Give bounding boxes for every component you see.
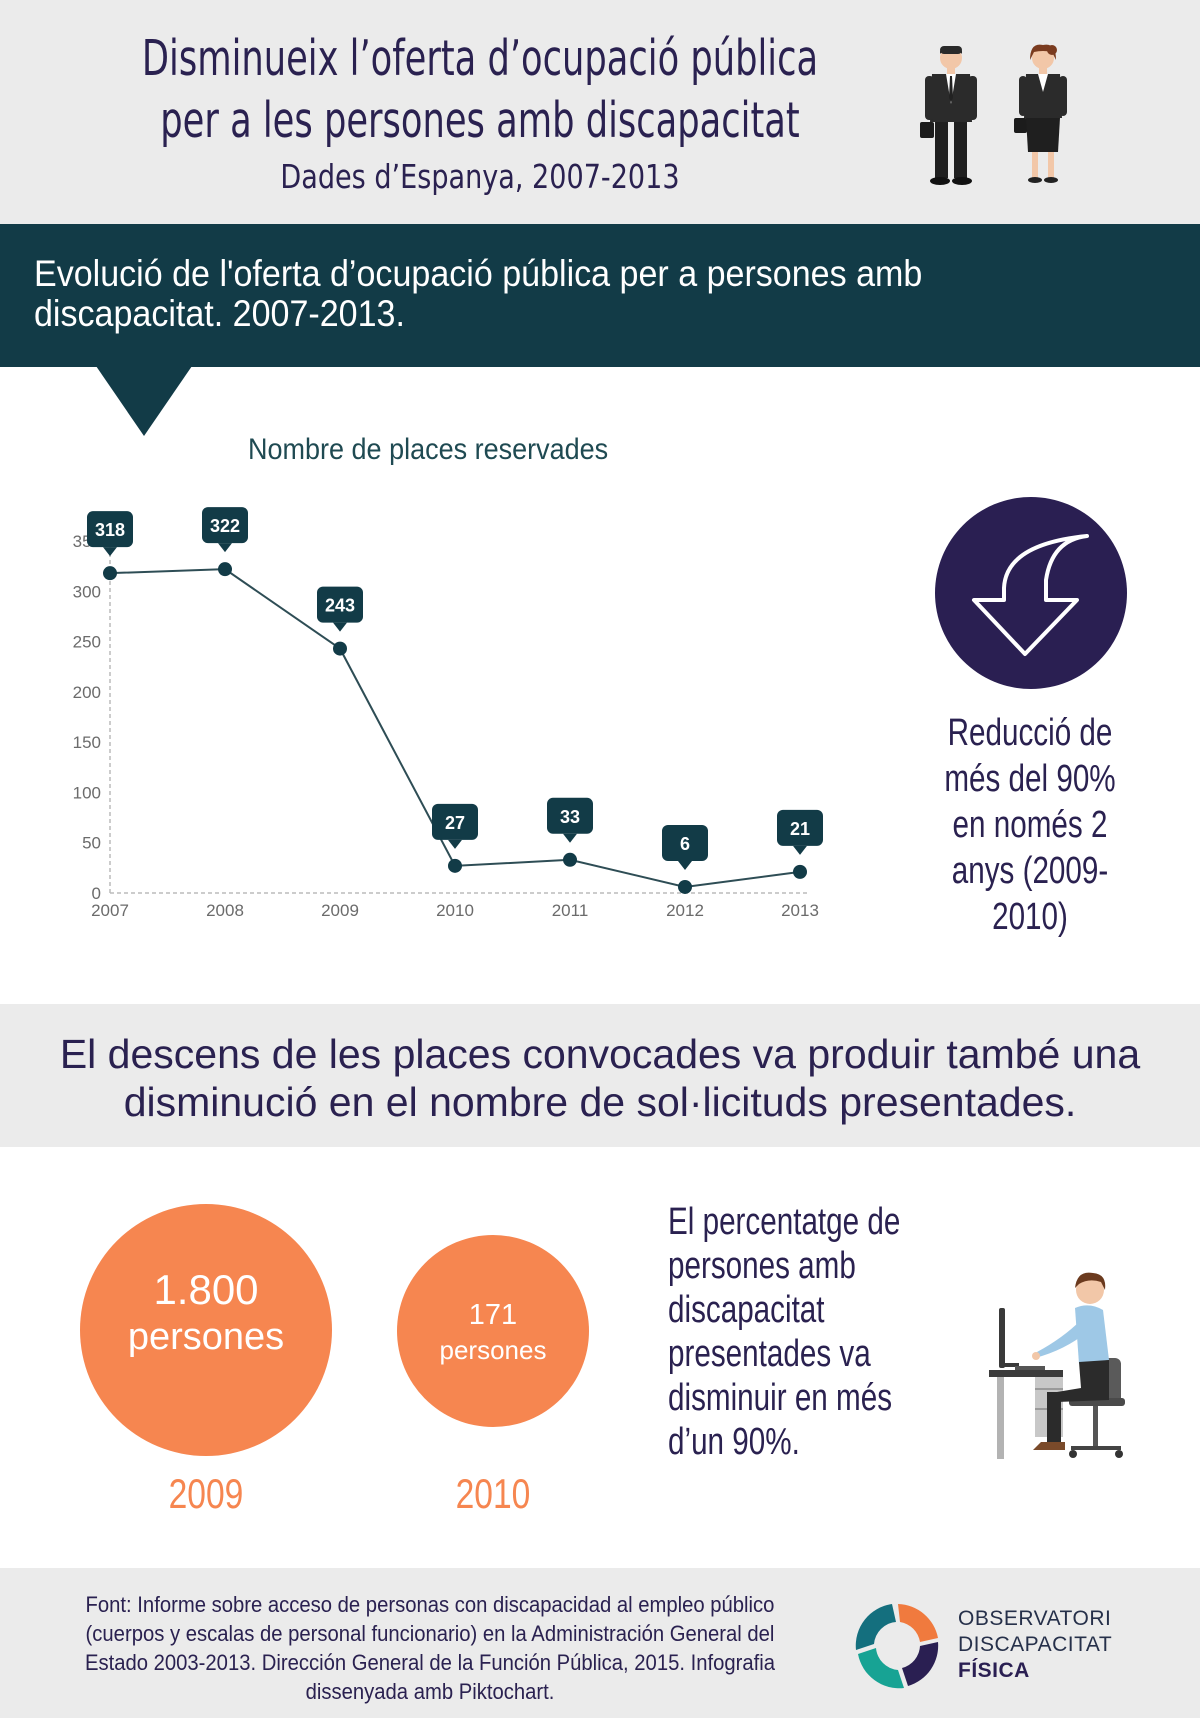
data-label-box	[202, 507, 248, 544]
data-point	[218, 562, 232, 577]
data-label-box	[432, 803, 478, 840]
x-tick-label: 2008	[206, 901, 244, 920]
data-label-pointer	[333, 622, 347, 632]
y-tick-label: 0	[92, 884, 101, 903]
bubble-2010-year: 2010	[455, 1470, 531, 1517]
statement-text: El descens de les places convocades va p…	[59, 1031, 1141, 1125]
data-label-box	[317, 586, 363, 623]
person-at-computer-icon	[989, 1272, 1125, 1459]
reduction-circle	[935, 497, 1127, 689]
y-tick-label: 100	[73, 783, 101, 802]
reduction-text: Reducció de més del 90% en només 2 anys …	[944, 712, 1116, 938]
y-tick-label: 300	[73, 582, 101, 601]
x-tick-label: 2007	[91, 901, 129, 920]
data-point	[793, 864, 807, 879]
data-point	[333, 641, 347, 656]
data-label: 33	[560, 807, 580, 827]
footer	[0, 1568, 1200, 1718]
data-label: 27	[445, 813, 465, 833]
section-heading: Evolució de l'oferta d’ocupació pública …	[34, 253, 923, 334]
source-text: Font: Informe sobre acceso de personas c…	[84, 1592, 776, 1704]
data-label: 21	[790, 819, 810, 839]
data-point	[448, 858, 462, 873]
page-title: Disminueix l’oferta d’ocupació pública p…	[141, 30, 819, 149]
bubble-2009-year: 2009	[168, 1470, 244, 1517]
bubble-2010-number: 171	[468, 1299, 518, 1331]
percentage-text: El percentatge de persones amb discapaci…	[668, 1201, 901, 1463]
data-label-pointer	[103, 547, 117, 557]
y-tick-label: 250	[73, 633, 101, 652]
section-band	[0, 224, 1200, 367]
logo-name: OBSERVATORI DISCAPACITAT FÍSICA	[958, 1606, 1112, 1684]
pointer-triangle	[96, 366, 192, 436]
data-label: 243	[325, 596, 355, 616]
statement-band	[0, 1004, 1200, 1147]
data-label-pointer	[678, 860, 692, 870]
data-label: 318	[95, 520, 125, 540]
data-label-box	[547, 797, 593, 834]
data-label: 6	[680, 834, 690, 854]
businesswoman-icon	[1014, 44, 1067, 183]
data-label-pointer	[448, 839, 462, 849]
chart-title: Nombre de places reservades	[248, 433, 609, 466]
bubble-2010	[397, 1235, 589, 1427]
bubble-2010-label: persones	[439, 1335, 547, 1365]
data-label: 322	[210, 516, 240, 536]
header	[0, 0, 1200, 224]
bubble-2009	[80, 1204, 332, 1456]
y-tick-label: 200	[73, 683, 101, 702]
y-tick-label: 50	[82, 834, 101, 853]
data-label-box	[662, 824, 708, 861]
bubble-2009-number: 1.800	[153, 1266, 259, 1313]
businessman-icon	[920, 46, 977, 185]
bubble-2009-label: persones	[127, 1316, 285, 1358]
data-label-pointer	[563, 833, 577, 843]
y-tick-label: 150	[73, 733, 101, 752]
down-arrow-icon	[972, 534, 1089, 656]
data-point	[103, 566, 117, 581]
data-label-box	[87, 511, 133, 548]
logo-line-2: DISCAPACITAT	[958, 1633, 1113, 1656]
logo-line-3: FÍSICA	[958, 1659, 1030, 1682]
x-tick-label: 2009	[321, 901, 359, 920]
data-point	[678, 879, 692, 894]
x-tick-label: 2012	[666, 901, 704, 920]
logo-line-1: OBSERVATORI	[958, 1607, 1112, 1630]
data-label-box	[777, 809, 823, 846]
page-subtitle: Dades d’Espanya, 2007-2013	[280, 157, 680, 196]
observatori-logo-icon	[855, 1604, 939, 1689]
data-point	[563, 852, 577, 867]
x-tick-label: 2011	[552, 901, 589, 920]
data-label-pointer	[218, 543, 232, 553]
data-label-pointer	[793, 845, 807, 855]
x-tick-label: 2010	[436, 901, 474, 920]
x-tick-label: 2013	[781, 901, 819, 920]
